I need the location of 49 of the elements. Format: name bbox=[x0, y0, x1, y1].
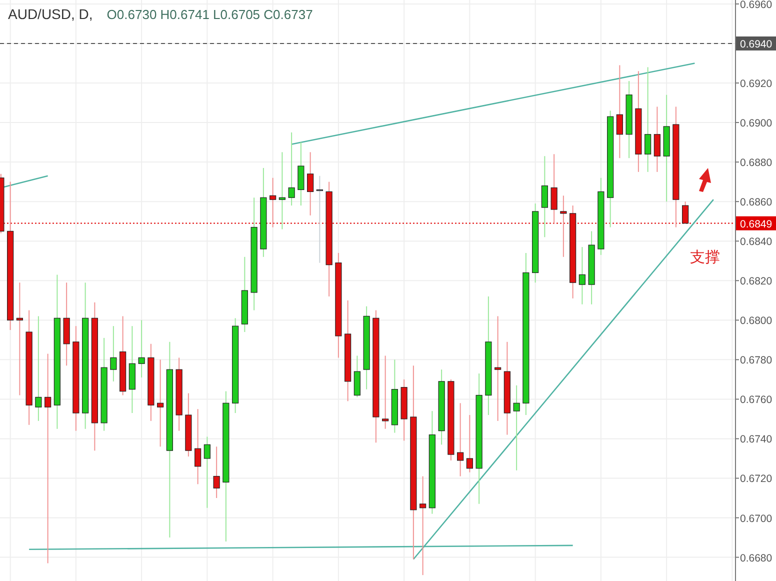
candlestick bbox=[157, 359, 164, 448]
candlestick bbox=[278, 152, 286, 230]
y-tick-label: 0.6840 bbox=[740, 236, 772, 248]
candlestick bbox=[420, 476, 426, 576]
candlestick bbox=[204, 436, 210, 508]
candlestick bbox=[307, 152, 314, 216]
annotation: 支撑 bbox=[690, 249, 720, 266]
candlestick bbox=[35, 316, 42, 422]
candlestick bbox=[354, 355, 360, 398]
y-tick-label: 0.6820 bbox=[740, 276, 772, 288]
candlestick bbox=[560, 195, 567, 258]
candlestick bbox=[457, 402, 464, 477]
text: O0.6730 H0.6741 L0.6705 C0.6737 bbox=[106, 7, 313, 22]
y-tick-label: 0.6780 bbox=[740, 354, 772, 367]
candlestick bbox=[270, 177, 276, 228]
candlestick bbox=[578, 246, 586, 305]
candlestick bbox=[16, 282, 23, 396]
candlestick bbox=[541, 156, 548, 238]
candlestick bbox=[616, 64, 623, 159]
y-tick-label: 0.6880 bbox=[740, 157, 772, 170]
y-tick-label: 0.6720 bbox=[740, 473, 772, 486]
candlestick bbox=[44, 353, 52, 564]
candlestick bbox=[138, 320, 145, 378]
candlestick bbox=[644, 66, 652, 172]
candlestick bbox=[213, 446, 220, 498]
y-tick-label: 0.6680 bbox=[740, 552, 772, 564]
y-tick-label: 0.6920 bbox=[740, 78, 772, 90]
y-tick-label: 0.6900 bbox=[740, 118, 772, 130]
candlestick bbox=[682, 201, 689, 224]
candlestick bbox=[382, 355, 389, 430]
y-tick-label: 0.6800 bbox=[740, 315, 772, 328]
chart-title: AUD/USD, D, bbox=[8, 6, 93, 22]
ref-line-label: 0.6849 bbox=[740, 218, 772, 230]
candlestick bbox=[494, 316, 502, 422]
y-tick-label: 0.6740 bbox=[740, 434, 772, 446]
y-tick-label: 0.6760 bbox=[740, 394, 772, 406]
candlestick bbox=[110, 326, 117, 382]
candlestick bbox=[513, 384, 520, 471]
y-tick-label: 0.6700 bbox=[740, 512, 772, 525]
candlestick bbox=[550, 154, 558, 224]
candlestick bbox=[466, 414, 473, 473]
ref-line-label: 0.6940 bbox=[740, 38, 772, 50]
y-tick-label: 0.6960 bbox=[740, 0, 772, 11]
candlestick bbox=[288, 132, 295, 206]
candlestick bbox=[194, 408, 202, 485]
candlestick bbox=[316, 175, 323, 264]
candlestick bbox=[654, 106, 660, 172]
candlestick bbox=[298, 142, 304, 206]
y-tick-label: 0.6860 bbox=[740, 196, 772, 209]
